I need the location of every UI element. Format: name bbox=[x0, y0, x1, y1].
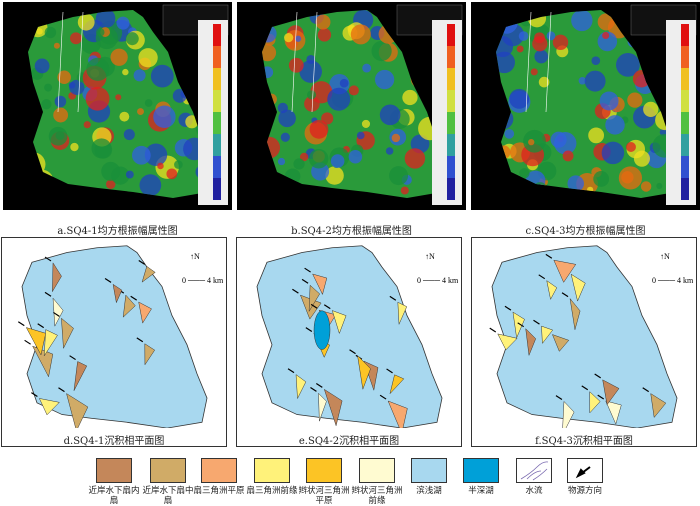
scale-end: 4 km bbox=[207, 276, 224, 285]
rms-amplitude-map bbox=[471, 2, 700, 210]
figure-caption: d.SQ4-1沉积相平面图 bbox=[63, 436, 165, 447]
legend-label: 近岸水下扇中扇 bbox=[142, 486, 194, 506]
legend-swatch bbox=[463, 458, 499, 483]
north-label: N bbox=[194, 252, 200, 261]
figure-caption: b.SQ4-2均方根振幅属性图 bbox=[291, 226, 412, 237]
legend-label: 半深湖 bbox=[468, 486, 494, 496]
scale-bar: 0 ─── 4 km bbox=[417, 276, 459, 285]
sedimentary-facies-map: ↑N 0 ─── 4 km f.SQ4-3沉积相平面图 bbox=[471, 237, 697, 447]
legend-swatch bbox=[96, 458, 132, 483]
figure-caption: f.SQ4-3沉积相平面图 bbox=[535, 436, 633, 447]
legend-label: 物源方向 bbox=[567, 486, 602, 496]
scale-end: 4 km bbox=[442, 276, 459, 285]
north-label: N bbox=[664, 252, 670, 261]
legend-label: 滨浅湖 bbox=[416, 486, 442, 496]
figure-caption: e.SQ4-2沉积相平面图 bbox=[298, 436, 400, 447]
legend-label: 扇三角洲平原 bbox=[193, 486, 245, 496]
legend-swatch bbox=[254, 458, 290, 483]
legend-swatch bbox=[359, 458, 395, 483]
scale-zero: 0 bbox=[652, 276, 656, 285]
scale-end: 4 km bbox=[677, 276, 694, 285]
scale-bar: 0 ─── 4 km bbox=[652, 276, 694, 285]
north-arrow: ↑N bbox=[425, 252, 435, 261]
figure-caption: a.SQ4-1均方根振幅属性图 bbox=[57, 226, 178, 237]
sedimentary-facies-map: ↑N 0 ─── 4 km e.SQ4-2沉积相平面图 bbox=[236, 237, 462, 447]
rms-amplitude-map bbox=[237, 2, 466, 210]
legend-label: 辫状河三角洲平原 bbox=[298, 486, 350, 506]
sedimentary-facies-map: ↑N 0 ─── 4 km d.SQ4-1沉积相平面图 bbox=[1, 237, 227, 447]
scale-zero: 0 bbox=[182, 276, 186, 285]
legend-swatch bbox=[150, 458, 186, 483]
figure-caption: c.SQ4-3均方根振幅属性图 bbox=[525, 226, 646, 237]
legend-label: 水流 bbox=[525, 486, 543, 496]
scale-bar: 0 ─── 4 km bbox=[182, 276, 224, 285]
arrow-icon bbox=[567, 458, 603, 483]
rms-amplitude-map bbox=[3, 2, 232, 210]
north-arrow: ↑N bbox=[190, 252, 200, 261]
legend-label: 扇三角洲前缘 bbox=[246, 486, 298, 496]
north-arrow: ↑N bbox=[660, 252, 670, 261]
legend-label: 辫状河三角洲前缘 bbox=[351, 486, 403, 506]
legend-swatch bbox=[201, 458, 237, 483]
scale-zero: 0 bbox=[417, 276, 421, 285]
north-label: N bbox=[429, 252, 435, 261]
legend-swatch bbox=[306, 458, 342, 483]
stream-icon bbox=[516, 458, 552, 483]
legend-label: 近岸水下扇内扇 bbox=[88, 486, 140, 506]
legend-swatch bbox=[411, 458, 447, 483]
